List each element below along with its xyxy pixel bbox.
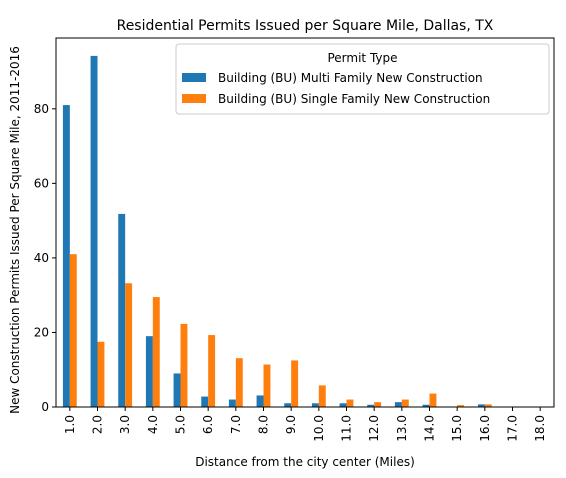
x-tick-label: 18.0 [533, 415, 547, 442]
x-tick-label: 10.0 [312, 415, 326, 442]
legend-swatch [182, 94, 206, 103]
legend-box [175, 43, 550, 115]
bar-single-family-16.0 [484, 404, 492, 407]
x-tick-label: 16.0 [478, 415, 492, 442]
legend-entry-label: Building (BU) Multi Family New Construct… [218, 71, 483, 85]
legend-swatch [182, 73, 206, 82]
bar-multi-family-9.0 [284, 403, 292, 407]
bar-multi-family-5.0 [173, 373, 181, 407]
x-tick-label: 4.0 [146, 415, 160, 434]
bar-single-family-6.0 [208, 335, 216, 407]
chart-title: Residential Permits Issued per Square Mi… [117, 18, 494, 34]
legend: Permit Type Building (BU) Multi Family N… [175, 43, 550, 115]
bar-single-family-8.0 [263, 364, 271, 407]
plot-frame [55, 37, 555, 408]
bar-multi-family-13.0 [394, 402, 402, 407]
x-tick-label: 7.0 [229, 415, 243, 434]
x-tick-label: 17.0 [506, 415, 520, 442]
bar-single-family-1.0 [69, 254, 77, 407]
y-tick-label: 80 [34, 102, 49, 116]
bar-single-family-9.0 [291, 360, 299, 407]
bar-single-family-10.0 [318, 385, 326, 407]
x-tick-label: 15.0 [450, 415, 464, 442]
bar-multi-family-11.0 [339, 403, 347, 407]
y-axis-label: New Construction Permits Issued Per Squa… [8, 46, 22, 414]
bar-single-family-2.0 [97, 341, 105, 407]
bar-single-family-4.0 [152, 297, 160, 407]
y-tick-label: 20 [34, 325, 49, 339]
legend-title: Permit Type [327, 51, 397, 65]
x-tick-label: 12.0 [367, 415, 381, 442]
x-tick-label: 9.0 [284, 415, 298, 434]
bar-multi-family-6.0 [201, 396, 209, 407]
bar-single-family-5.0 [180, 323, 188, 407]
x-axis-label: Distance from the city center (Miles) [195, 455, 415, 469]
bar-single-family-14.0 [429, 393, 437, 407]
y-tick-label: 40 [34, 251, 49, 265]
x-tick-label: 14.0 [423, 415, 437, 442]
bar-multi-family-2.0 [90, 55, 98, 407]
bar-single-family-12.0 [374, 402, 382, 407]
x-tick-label: 5.0 [174, 415, 188, 434]
bar-multi-family-16.0 [477, 404, 485, 407]
x-tick-label: 1.0 [63, 415, 77, 434]
bar-single-family-11.0 [346, 399, 354, 407]
bar-multi-family-14.0 [422, 404, 430, 407]
bar-multi-family-12.0 [367, 404, 375, 407]
y-tick-label: 0 [41, 400, 49, 414]
bar-multi-family-10.0 [311, 403, 319, 407]
x-tick-label: 3.0 [118, 415, 132, 434]
bar-single-family-13.0 [401, 399, 409, 407]
bar-multi-family-7.0 [228, 399, 236, 407]
x-tick-label: 13.0 [395, 415, 409, 442]
x-tick-label: 11.0 [340, 415, 354, 442]
bar-multi-family-3.0 [118, 213, 126, 407]
bar-single-family-15.0 [457, 405, 465, 407]
bar-single-family-3.0 [125, 283, 133, 407]
bar-multi-family-1.0 [62, 105, 70, 407]
bar-multi-family-4.0 [145, 336, 153, 407]
legend-entry-label: Building (BU) Single Family New Construc… [218, 92, 490, 106]
x-tick-label: 8.0 [257, 415, 271, 434]
y-tick-label: 60 [34, 176, 49, 190]
x-tick-label: 2.0 [91, 415, 105, 434]
bar-single-family-7.0 [235, 358, 243, 407]
x-tick-label: 6.0 [201, 415, 215, 434]
bar-multi-family-8.0 [256, 395, 264, 407]
